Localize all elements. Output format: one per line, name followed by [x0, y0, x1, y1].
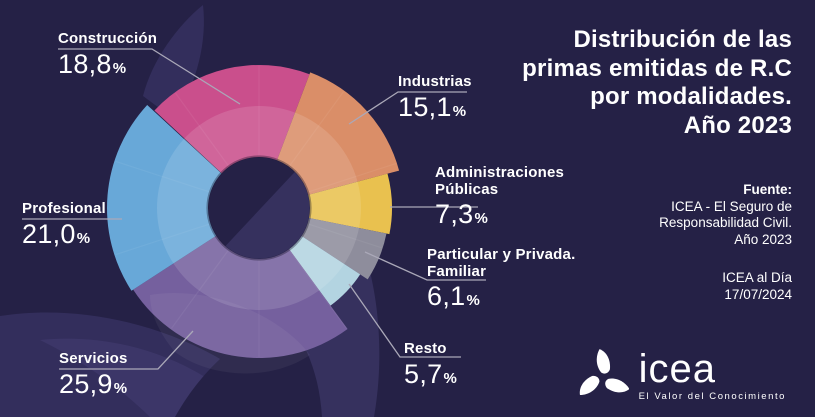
slice-sheen [150, 293, 310, 374]
icea-logo: icea El Valor del Conocimiento [577, 345, 786, 407]
source-line: ICEA - El Seguro de [671, 198, 792, 214]
slice-industrias [277, 72, 400, 195]
grid-spoke [175, 92, 229, 167]
slice-construccion [154, 64, 310, 174]
source-line: Año 2023 [734, 231, 792, 247]
callout-particular: Particular y Privada. Familiar 6,1% [427, 246, 576, 314]
title-line: Distribución de las [573, 26, 792, 53]
page-title: Distribución de las primas emitidas de R… [362, 26, 792, 140]
issue-date: 17/07/2024 [724, 286, 792, 302]
callout-label: Administraciones [435, 164, 565, 181]
title-line: por modalidades. [590, 83, 792, 110]
slice-administraciones [308, 173, 392, 235]
slice-resto [289, 235, 361, 306]
leader-servicios [59, 330, 194, 370]
percent-sign: % [76, 229, 91, 247]
logo-wordmark: icea [638, 347, 717, 391]
percent-sign: % [113, 379, 128, 397]
callout-construccion: Construcción 18,8% [58, 30, 158, 82]
leader-industrias [348, 91, 467, 125]
slice-particular [301, 218, 387, 280]
callout-label: Servicios [59, 350, 128, 367]
percent-sign: % [112, 59, 127, 77]
percent-sign: % [474, 210, 489, 227]
title-line: primas emitidas de R.C [522, 54, 792, 82]
grid-spoke [308, 162, 397, 193]
grid-spoke [170, 249, 229, 329]
callout-label: Particular y Privada. [427, 246, 576, 263]
callout-profesional: Profesional 21,0% [22, 200, 106, 252]
leader-resto [348, 283, 461, 358]
grid-spoke [115, 223, 210, 256]
callout-servicios: Servicios 25,9% [59, 350, 128, 402]
grid-spoke [289, 91, 345, 167]
leader-construccion [58, 48, 241, 105]
callout-value: 25,9% [59, 368, 128, 399]
percent-sign: % [466, 292, 481, 309]
icea-pinwheel-icon [579, 349, 629, 396]
callout-value: 18,8% [58, 48, 127, 79]
leader-particular [364, 251, 486, 281]
slice-servicios [133, 235, 348, 358]
callout-label: Resto [404, 340, 447, 357]
callout-label: Públicas [435, 180, 499, 198]
grid-spoke [115, 160, 210, 193]
percent-sign: % [443, 369, 458, 387]
grid-spoke [289, 249, 348, 329]
grid-spoke [308, 223, 382, 249]
callout-industrias: Industrias 15,1% [398, 73, 472, 125]
callout-label: Profesional [22, 200, 106, 217]
callout-value: 7,3% [435, 199, 489, 229]
issue-name: ICEA al Día [722, 270, 792, 285]
logo-tagline: El Valor del Conocimiento [638, 391, 786, 402]
percent-sign: % [452, 102, 467, 120]
source-block: Fuente: ICEA - El Seguro de Responsabili… [659, 182, 792, 303]
callout-label: Familiar [427, 262, 487, 280]
inner-ring-highlight [157, 106, 361, 310]
source-line: Responsabilidad Civil. [659, 215, 792, 230]
donut-hole-edge [206, 155, 312, 261]
title-line: Año 2023 [683, 111, 792, 139]
callout-value: 15,1% [398, 91, 467, 122]
callout-value: 6,1% [427, 281, 481, 311]
slice-profesional [106, 105, 222, 291]
callout-administraciones: Administraciones Públicas 7,3% [435, 164, 565, 232]
callout-label: Industrias [398, 73, 472, 90]
callout-label: Construcción [58, 30, 158, 47]
callout-value: 21,0% [22, 218, 91, 249]
callout-value: 5,7% [404, 358, 458, 389]
source-heading: Fuente: [743, 182, 792, 197]
callout-resto: Resto 5,7% [404, 340, 458, 392]
